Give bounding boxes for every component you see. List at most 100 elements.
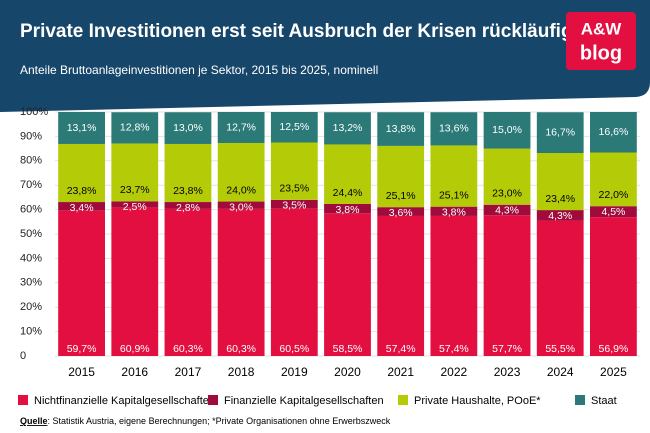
- value-label: 60,3%: [173, 343, 203, 355]
- source: Quelle: Statistik Austria, eigene Berech…: [20, 416, 391, 426]
- bar-segment: [324, 213, 371, 356]
- value-label: 23,5%: [279, 183, 309, 195]
- value-label: 12,5%: [279, 121, 309, 133]
- value-label: 3,8%: [336, 204, 360, 216]
- bar-segment: [58, 112, 105, 144]
- x-tick-label: 2017: [175, 365, 202, 379]
- bar-segment: [430, 112, 478, 146]
- bar-segment: [590, 112, 637, 153]
- value-label: 13,2%: [333, 122, 363, 134]
- value-label: 12,8%: [120, 122, 150, 134]
- value-label: 16,6%: [599, 126, 629, 138]
- value-label: 25,1%: [439, 189, 469, 201]
- value-label: 3,5%: [282, 200, 306, 212]
- x-tick-label: 2020: [334, 365, 361, 379]
- bar-segment: [430, 215, 478, 356]
- bar-segment: [430, 206, 478, 216]
- value-label: 60,5%: [279, 343, 309, 355]
- bar-segment: [483, 148, 531, 205]
- value-label: 3,4%: [70, 202, 94, 214]
- source-label: Quelle: [20, 416, 48, 426]
- bar-segment: [536, 210, 584, 221]
- y-tick-label: 20%: [20, 301, 42, 313]
- bar-segment: [217, 142, 265, 202]
- legend-label: Finanzielle Kapitalgesellschaften: [224, 395, 384, 407]
- legend-swatch: [398, 395, 408, 405]
- bar-segment: [324, 203, 371, 214]
- bar-segment: [590, 217, 637, 356]
- value-label: 24,0%: [226, 184, 256, 196]
- bar-segment: [217, 208, 265, 356]
- legend-swatch: [18, 395, 28, 405]
- bar-segment: [483, 204, 531, 216]
- y-tick-label: 90%: [20, 130, 42, 142]
- value-label: 57,7%: [492, 343, 522, 355]
- value-label: 4,3%: [495, 205, 519, 217]
- x-tick-label: 2023: [494, 365, 521, 379]
- bar-segment: [111, 143, 159, 202]
- bar-segment: [536, 220, 584, 356]
- value-label: 3,8%: [442, 206, 466, 218]
- value-label: 59,7%: [67, 343, 97, 355]
- bar-segment: [164, 112, 212, 144]
- value-label: 4,5%: [601, 206, 625, 218]
- value-label: 24,4%: [333, 187, 363, 199]
- x-tick-label: 2024: [547, 365, 574, 379]
- value-label: 60,9%: [120, 343, 150, 355]
- value-label: 57,4%: [386, 343, 416, 355]
- value-label: 3,6%: [389, 207, 413, 219]
- bar-segment: [377, 207, 425, 216]
- logo-text: blog: [580, 42, 622, 64]
- value-label: 3,0%: [229, 201, 253, 213]
- bar-segment: [270, 112, 318, 143]
- source-text: : Statistik Austria, eigene Berechnungen…: [48, 416, 391, 426]
- bar-segment: [536, 152, 584, 211]
- bar-segment: [324, 112, 371, 145]
- value-label: 2,5%: [123, 201, 147, 213]
- x-tick-label: 2021: [387, 365, 414, 379]
- legend-swatch: [208, 395, 218, 405]
- logo-box: [566, 12, 636, 70]
- bar-segment: [590, 152, 637, 207]
- bar-segment: [58, 143, 105, 203]
- bar-segment: [377, 145, 425, 208]
- value-label: 58,5%: [333, 343, 363, 355]
- value-label: 13,0%: [173, 122, 203, 134]
- value-label: 55,5%: [545, 343, 575, 355]
- legend-swatch: [575, 395, 585, 405]
- x-tick-label: 2015: [68, 365, 95, 379]
- y-tick-label: 60%: [20, 204, 42, 216]
- x-tick-label: 2018: [228, 365, 255, 379]
- value-label: 56,9%: [599, 343, 629, 355]
- value-label: 12,7%: [226, 121, 256, 133]
- value-label: 4,3%: [548, 210, 572, 222]
- value-label: 23,4%: [545, 193, 575, 205]
- y-tick-label: 40%: [20, 252, 42, 264]
- y-tick-label: 0: [20, 350, 26, 362]
- bar-segment: [164, 143, 212, 203]
- value-label: 23,8%: [173, 185, 203, 197]
- bar-segment: [377, 215, 425, 356]
- value-label: 57,4%: [439, 343, 469, 355]
- chart-subtitle: Anteile Bruttoanlageinvestitionen je Sek…: [20, 63, 378, 77]
- bar-segment: [111, 112, 159, 144]
- value-label: 25,1%: [386, 190, 416, 202]
- value-label: 15,0%: [492, 124, 522, 136]
- legend-label: Staat: [591, 395, 617, 407]
- value-label: 13,8%: [386, 123, 416, 135]
- logo-text: A&W: [581, 19, 623, 38]
- bar-segment: [164, 208, 212, 356]
- legend-label: Private Haushalte, POoE*: [414, 395, 541, 407]
- chart-title: Private Investitionen erst seit Ausbruch…: [20, 21, 573, 42]
- value-label: 23,7%: [120, 184, 150, 196]
- bar-segment: [58, 210, 105, 356]
- bar-segment: [111, 207, 159, 356]
- bar-segment: [377, 112, 425, 146]
- x-tick-label: 2022: [441, 365, 468, 379]
- x-tick-label: 2019: [281, 365, 308, 379]
- value-label: 23,0%: [492, 188, 522, 200]
- bar-segment: [483, 215, 531, 356]
- bar-segment: [58, 202, 105, 211]
- bar-segment: [270, 199, 318, 209]
